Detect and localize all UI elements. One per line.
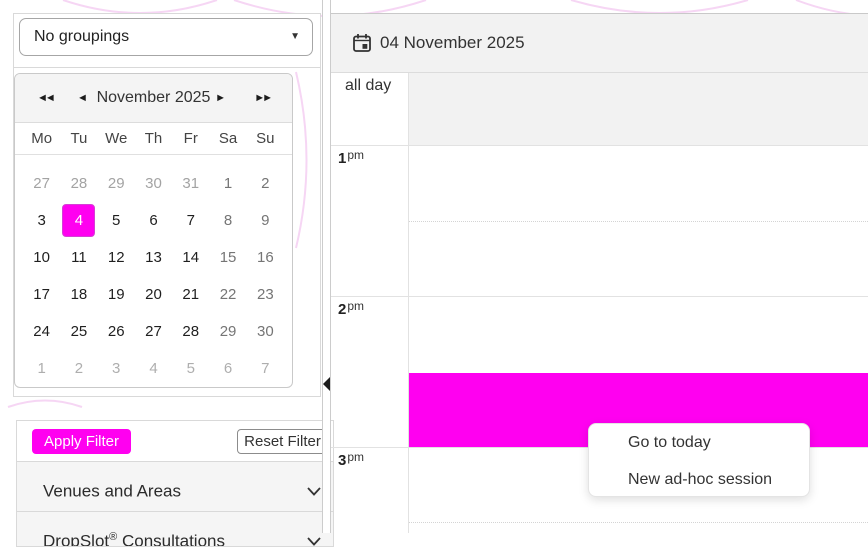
caret-down-icon: ▼	[290, 31, 300, 42]
calendar-day[interactable]: 28	[182, 323, 200, 340]
groupings-select-value: No groupings	[34, 28, 130, 45]
current-date-label: 04 November 2025	[380, 33, 525, 52]
calendar-day[interactable]: 7	[186, 212, 195, 229]
sidebar: No groupings ▼ ◄◄ ◄ November 2025 ► ►► M…	[0, 0, 334, 547]
calendar-day[interactable]: 5	[186, 360, 195, 377]
day-of-week-label: Fr	[183, 130, 198, 147]
calendar-day-selected[interactable]: 4	[60, 204, 97, 237]
apply-filter-button[interactable]: Apply Filter	[32, 429, 132, 454]
all-day-label: all day	[345, 77, 392, 94]
calendar-day[interactable]: 12	[107, 249, 125, 266]
calendar-day[interactable]: 30	[256, 323, 274, 340]
calendar-day[interactable]: 15	[219, 249, 237, 266]
mini-calendar-nav: ◄◄ ◄ November 2025 ► ►►	[15, 74, 292, 123]
calendar-day[interactable]: 19	[107, 286, 125, 303]
accordion-label: Venues and Areas	[43, 481, 182, 501]
day-of-week-header: Mo Tu We Th Fr Sa Su	[15, 123, 292, 155]
sidebar-splitter[interactable]	[322, 0, 331, 533]
calendar-day[interactable]: 28	[70, 175, 88, 192]
calendar-day[interactable]: 8	[223, 212, 233, 229]
calendar-day[interactable]: 14	[182, 249, 200, 266]
calendar-day[interactable]: 4	[149, 360, 158, 377]
day-of-week-label: Su	[256, 130, 275, 147]
calendar-day[interactable]: 23	[256, 286, 274, 303]
day-of-week-label: We	[105, 130, 128, 147]
context-menu: Go to today New ad-hoc session	[588, 423, 810, 497]
sidebar-panel: No groupings ▼ ◄◄ ◄ November 2025 ► ►► M…	[13, 13, 334, 547]
next-month-icon[interactable]: ►	[215, 92, 226, 104]
collapse-sidebar-icon[interactable]	[323, 377, 330, 391]
scheduler-header: 04 November 2025	[331, 13, 868, 73]
calendar-day[interactable]: 10	[33, 249, 50, 266]
time-gutter-divider	[408, 73, 409, 533]
day-of-week-label: Mo	[31, 130, 53, 147]
calendar-day[interactable]: 27	[33, 175, 50, 192]
calendar-week-row: 17 18 19 20 21 22 23	[23, 276, 284, 313]
calendar-day[interactable]: 1	[223, 175, 233, 192]
calendar-day[interactable]: 2	[261, 175, 270, 192]
time-label-2pm: 2pm	[338, 299, 365, 318]
calendar-day[interactable]: 21	[182, 286, 200, 303]
chevron-down-icon	[307, 533, 321, 546]
calendar-day[interactable]: 31	[182, 175, 200, 192]
calendar-day[interactable]: 17	[33, 286, 50, 303]
day-of-week-label: Th	[144, 130, 163, 147]
calendar-day[interactable]: 29	[107, 175, 125, 192]
calendar-day[interactable]: 5	[112, 212, 121, 229]
calendar-week-row: 1 2 3 4 5 6 7	[23, 350, 284, 387]
calendar-day[interactable]: 24	[33, 323, 50, 340]
menu-item-go-to-today[interactable]: Go to today	[628, 434, 711, 451]
calendar-day[interactable]: 30	[145, 175, 162, 192]
calendar-day[interactable]: 26	[107, 323, 125, 340]
accordion-label: DropSlot® Consultations	[43, 531, 225, 547]
groupings-section: No groupings ▼	[14, 14, 320, 68]
half-hour-gridline	[409, 221, 868, 222]
all-day-lane	[408, 73, 868, 145]
calendar-day[interactable]: 6	[149, 212, 158, 229]
time-label-1pm: 1pm	[338, 148, 365, 167]
half-hour-gridline	[409, 522, 868, 523]
calendar-day[interactable]: 20	[145, 286, 162, 303]
calendar-day[interactable]: 16	[256, 249, 274, 266]
reset-filter-button[interactable]: Reset Filter	[237, 429, 328, 454]
menu-item-new-ad-hoc-session[interactable]: New ad-hoc session	[628, 471, 773, 488]
calendar-day[interactable]: 9	[261, 212, 270, 229]
scheduler-main: 04 November 2025 all day 1pm 2pm 3pm Go …	[331, 0, 868, 533]
time-label-3pm: 3pm	[338, 450, 365, 469]
calendar-day[interactable]: 3	[112, 360, 121, 377]
calendar-day[interactable]: 25	[70, 323, 88, 340]
calendar-day[interactable]: 18	[70, 286, 88, 303]
calendar-day[interactable]: 3	[37, 212, 46, 229]
prev-year-icon[interactable]: ◄◄	[37, 92, 56, 104]
calendar-week-row: 10 11 12 13 14 15 16	[23, 239, 284, 276]
calendar-day[interactable]: 7	[261, 360, 270, 377]
accordion-venues-and-areas[interactable]: Venues and Areas	[17, 461, 333, 512]
calendar-day[interactable]: 29	[219, 323, 237, 340]
calendar-day[interactable]: 11	[71, 249, 87, 266]
calendar-week-row: 24 25 26 27 28 29 30	[23, 313, 284, 350]
prev-month-icon[interactable]: ◄	[77, 92, 88, 104]
chevron-down-icon	[307, 483, 321, 501]
calendar-day[interactable]: 27	[145, 323, 162, 340]
calendar-day[interactable]: 13	[145, 249, 162, 266]
calendar-day[interactable]: 2	[74, 360, 84, 377]
hour-gridline	[331, 145, 868, 146]
calendar-week-row: 27 28 29 30 31 1 2	[23, 165, 284, 202]
groupings-select[interactable]: No groupings ▼	[19, 18, 313, 56]
mini-calendar-title: November 2025	[96, 89, 211, 106]
day-of-week-label: Sa	[218, 130, 238, 147]
calendar-icon	[352, 33, 372, 53]
accordion-dropslot-consultations[interactable]: DropSlot® Consultations	[17, 511, 333, 547]
hour-gridline	[331, 296, 868, 297]
mini-calendar: ◄◄ ◄ November 2025 ► ►► Mo Tu We Th Fr Sa Su 2…	[14, 73, 293, 388]
calendar-day[interactable]: 6	[223, 360, 233, 377]
calendar-day[interactable]: 1	[37, 360, 46, 377]
next-year-icon[interactable]: ►►	[254, 92, 273, 104]
day-of-week-label: Tu	[70, 130, 88, 147]
calendar-day[interactable]: 22	[219, 286, 237, 303]
mini-calendar-grid: 27 28 29 30 31 1 2 3 4 5 6 7 8 9 10 11 12 13 14 15 16 17 18 19 2…	[15, 155, 292, 387]
filter-panel: Apply Filter Reset Filter Venues and Are…	[16, 420, 334, 547]
